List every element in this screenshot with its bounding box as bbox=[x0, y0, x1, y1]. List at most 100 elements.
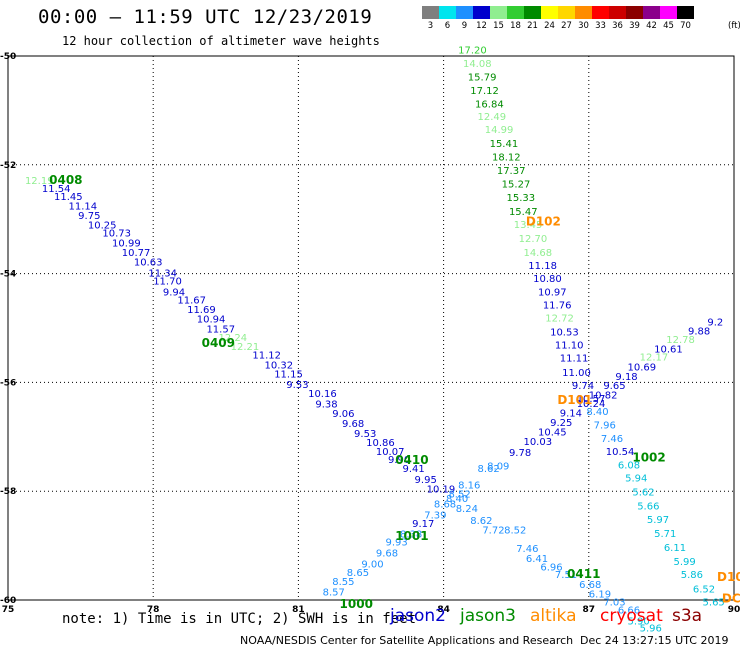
legend-swatch bbox=[439, 6, 456, 19]
swh-value-label: 7.03 bbox=[603, 597, 625, 608]
legend-cell: 6 bbox=[439, 6, 456, 31]
legend-cell: 12 bbox=[473, 6, 490, 31]
swh-value-label: 16.84 bbox=[475, 100, 504, 111]
swh-value-label: 5.86 bbox=[681, 570, 703, 581]
swh-value-label: 14.99 bbox=[485, 125, 514, 136]
pass-id-label: D102 bbox=[526, 215, 561, 229]
swh-value-label: 5.66 bbox=[637, 502, 659, 513]
pass-id-label: 1000 bbox=[340, 597, 373, 611]
legend-cell: 70 bbox=[677, 6, 694, 31]
swh-value-label: 11.18 bbox=[528, 261, 557, 272]
swh-value-label: 6.19 bbox=[589, 589, 611, 600]
swh-value-label: 12.24 bbox=[219, 333, 248, 344]
swh-value-label: 11.67 bbox=[177, 296, 206, 307]
legend-cell: 39 bbox=[626, 6, 643, 31]
legend-swatch bbox=[609, 6, 626, 19]
swh-value-label: 5.65 bbox=[703, 597, 725, 608]
map-frame bbox=[7, 55, 735, 601]
swh-value-label: 9.2 bbox=[707, 317, 723, 328]
swh-value-label: 8.24 bbox=[456, 504, 478, 515]
swh-value-label: 12.78 bbox=[666, 335, 695, 346]
lon-tick-label: 87 bbox=[583, 605, 596, 615]
chart-title: 00:00 — 11:59 UTC 12/23/2019 bbox=[38, 6, 373, 28]
swh-value-label: 13.45 bbox=[514, 220, 543, 231]
swh-value-label: 9.78 bbox=[509, 448, 531, 459]
legend-swatch bbox=[507, 6, 524, 19]
pass-id-label: DC bbox=[722, 592, 740, 606]
swh-value-label: 17.12 bbox=[470, 86, 499, 97]
legend-cell: 42 bbox=[643, 6, 660, 31]
legend-swatch bbox=[677, 6, 694, 19]
swh-value-label: 12.19 bbox=[25, 176, 54, 187]
swh-value-label: 9.90 bbox=[388, 455, 410, 466]
chart-subtitle: 12 hour collection of altimeter wave hei… bbox=[62, 34, 380, 48]
swh-value-label: 5.99 bbox=[674, 557, 696, 568]
legend-swatch bbox=[490, 6, 507, 19]
swh-value-label: 11.76 bbox=[543, 300, 572, 311]
swh-value-label: 9.88 bbox=[688, 327, 710, 338]
legend-swatch bbox=[592, 6, 609, 19]
swh-value-label: 9.18 bbox=[615, 372, 637, 383]
legend-cell: 18 bbox=[507, 6, 524, 31]
swh-value-label: 11.11 bbox=[560, 354, 589, 365]
swh-value-label: 6.66 bbox=[618, 606, 640, 617]
legend-cell: 24 bbox=[541, 6, 558, 31]
swh-value-label: 9.95 bbox=[415, 475, 437, 486]
legend-swatch bbox=[626, 6, 643, 19]
swh-value-label: 10.45 bbox=[538, 428, 567, 439]
swh-value-label: 7.51 bbox=[555, 570, 577, 581]
swh-value-label: 11.69 bbox=[187, 305, 216, 316]
swh-value-label: 9.41 bbox=[402, 464, 424, 475]
swh-value-label: 15.33 bbox=[507, 193, 536, 204]
swh-value-label: 18.12 bbox=[492, 152, 521, 163]
legend-label: 9 bbox=[461, 21, 468, 31]
swh-value-label: 9.75 bbox=[78, 211, 100, 222]
legend-label: 12 bbox=[476, 21, 487, 31]
lat-tick-label: -54 bbox=[0, 270, 16, 280]
swh-value-label: 12.72 bbox=[545, 313, 574, 324]
legend-swatch bbox=[422, 6, 439, 19]
satellite-name-altika: altika bbox=[530, 606, 577, 626]
swh-value-label: 6.96 bbox=[540, 563, 562, 574]
lat-tick-label: -56 bbox=[0, 378, 16, 388]
satellite-name-jason2: jason2 bbox=[390, 606, 446, 626]
satellite-name-jason3: jason3 bbox=[460, 606, 516, 626]
swh-value-label: 9.68 bbox=[376, 548, 398, 559]
swh-value-label: 7.46 bbox=[601, 434, 623, 445]
swh-value-label: 10.69 bbox=[628, 362, 657, 373]
legend-label: 33 bbox=[595, 21, 606, 31]
swh-value-label: 5.96 bbox=[640, 624, 662, 635]
legend-swatch bbox=[473, 6, 490, 19]
lon-tick-label: 84 bbox=[437, 605, 450, 615]
swh-value-label: 11.15 bbox=[274, 370, 303, 381]
pass-id-label: 0408 bbox=[49, 173, 82, 187]
swh-value-label: 9.53 bbox=[354, 429, 376, 440]
swh-value-label: 10.61 bbox=[654, 344, 683, 355]
swh-value-label: 10.80 bbox=[533, 274, 562, 285]
swh-value-label: 17.37 bbox=[497, 166, 526, 177]
lat-tick-label: -58 bbox=[0, 487, 16, 497]
swh-value-label: 11.12 bbox=[252, 350, 281, 361]
legend-cell: 15 bbox=[490, 6, 507, 31]
swh-value-label: 11.34 bbox=[148, 268, 177, 279]
swh-value-label: 12.17 bbox=[640, 353, 669, 364]
swh-value-label: 10.77 bbox=[122, 248, 151, 259]
swh-value-label: 8.62 bbox=[470, 516, 492, 527]
legend-cell: 21 bbox=[524, 6, 541, 31]
satellite-name-s3a: s3a bbox=[672, 606, 703, 626]
lat-tick-label: -60 bbox=[0, 596, 16, 606]
pass-id-label: 0409 bbox=[202, 336, 235, 350]
swh-value-label: 17.20 bbox=[458, 45, 487, 56]
legend-cell: 30 bbox=[575, 6, 592, 31]
swh-value-label: 9.38 bbox=[315, 399, 337, 410]
swh-value-label: 9.25 bbox=[550, 418, 572, 429]
pass-id-label: 1002 bbox=[632, 450, 665, 464]
swh-value-label: 6.11 bbox=[664, 543, 686, 554]
swh-value-label: 15.79 bbox=[468, 72, 497, 83]
swh-value-label: 11.14 bbox=[69, 201, 98, 212]
generated-timestamp: Dec 24 13:27:15 UTC 2019 bbox=[580, 634, 729, 647]
swh-value-label: 8.57 bbox=[323, 588, 345, 599]
swh-value-label: 10.57 bbox=[577, 394, 606, 405]
swh-value-label: 8.62 bbox=[477, 464, 499, 475]
